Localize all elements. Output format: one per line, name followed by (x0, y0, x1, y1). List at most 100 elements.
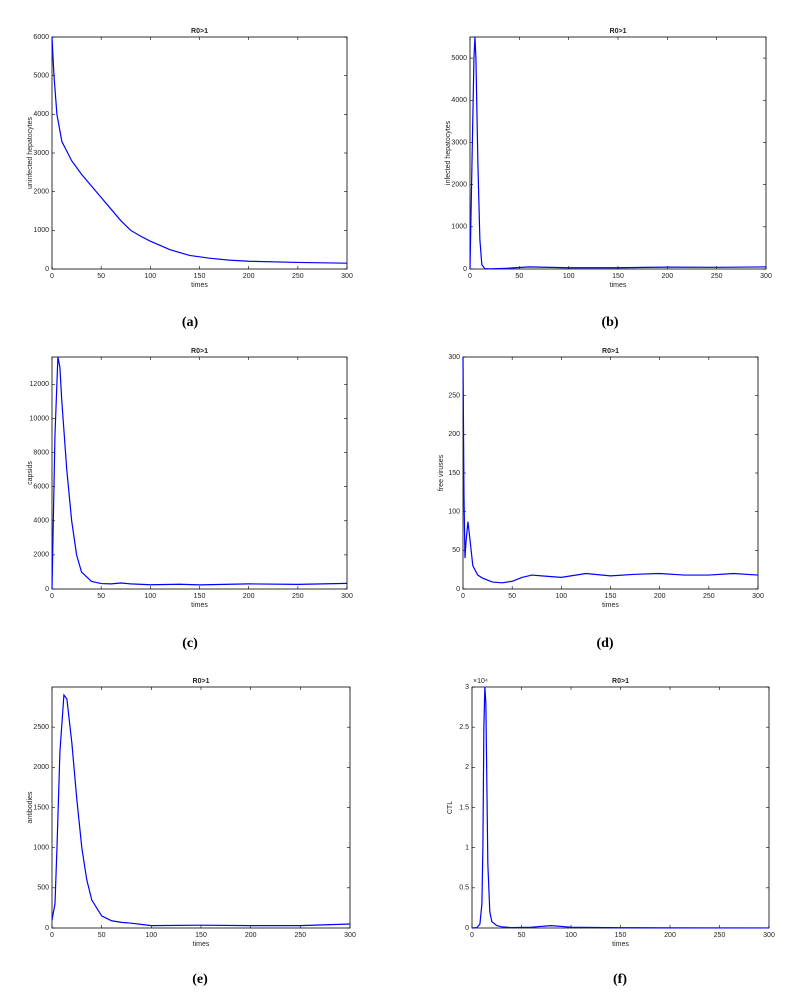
y-tick-label: 12000 (30, 381, 50, 388)
x-tick-label: 150 (612, 273, 624, 280)
x-tick-label: 250 (703, 593, 715, 600)
y-tick-label: 150 (448, 470, 460, 477)
plot-area (469, 36, 767, 270)
y-tick-label: 2 (465, 764, 469, 771)
x-tick-label: 200 (245, 932, 257, 939)
data-line (471, 686, 770, 929)
y-axis-label: antibodies (27, 791, 34, 823)
y-tick-label: 300 (448, 354, 460, 361)
x-tick-label: 50 (98, 932, 106, 939)
chart-title: R0>1 (610, 28, 627, 35)
x-tick-label: 150 (194, 593, 206, 600)
x-tick-label: 200 (654, 593, 666, 600)
y-tick-label: 0 (45, 586, 49, 593)
y-tick-label: 10000 (30, 415, 50, 422)
y-tick-label: 6000 (33, 483, 49, 490)
data-line (462, 356, 759, 584)
y-axis-label: capsids (27, 461, 34, 485)
y-tick-label: 4000 (33, 111, 49, 118)
y-tick-label: 5000 (33, 73, 49, 80)
x-tick-label: 50 (515, 273, 523, 280)
y-tick-label: 1.5 (459, 804, 469, 811)
x-tick-label: 250 (714, 932, 726, 939)
y-tick-label: 3 (465, 684, 469, 691)
y-axis-label: CTL (447, 801, 454, 814)
plot-area (471, 686, 770, 929)
y-tick-label: 2.5 (459, 724, 469, 731)
y-tick-label: 0 (463, 266, 467, 273)
x-tick-label: 0 (50, 273, 54, 280)
x-axis-label: times (602, 602, 619, 609)
x-tick-label: 250 (292, 593, 304, 600)
y-tick-label: 0.5 (459, 885, 469, 892)
x-tick-label: 300 (763, 932, 775, 939)
data-line (51, 356, 348, 590)
y-tick-label: 1 (465, 845, 469, 852)
y-tick-label: 0 (45, 925, 49, 932)
y-tick-label: 2000 (33, 189, 49, 196)
x-tick-label: 100 (144, 273, 156, 280)
y-tick-label: 1500 (33, 804, 49, 811)
data-line (51, 36, 348, 264)
x-tick-label: 250 (294, 932, 306, 939)
y-tick-label: 4000 (451, 97, 467, 104)
data-line (51, 693, 351, 927)
y-tick-label: 0 (45, 266, 49, 273)
x-axis-label: times (191, 602, 208, 609)
y-tick-label: 3000 (33, 150, 49, 157)
y-tick-label: 2000 (33, 552, 49, 559)
x-tick-label: 50 (518, 932, 526, 939)
x-tick-label: 100 (563, 273, 575, 280)
y-tick-label: 500 (37, 885, 49, 892)
panel-caption: (a) (182, 315, 199, 330)
x-tick-label: 0 (468, 273, 472, 280)
y-tick-label: 6000 (33, 34, 49, 41)
x-tick-label: 200 (243, 273, 255, 280)
y-tick-label: 8000 (33, 449, 49, 456)
x-tick-label: 100 (565, 932, 577, 939)
chart-title: R0>1 (191, 28, 208, 35)
x-tick-label: 0 (50, 932, 54, 939)
y-tick-label: 2000 (451, 181, 467, 188)
data-line (469, 36, 767, 270)
plot-area (51, 36, 348, 270)
y-tick-label: 50 (452, 547, 460, 554)
y-tick-label: 1000 (33, 227, 49, 234)
x-tick-label: 300 (341, 593, 353, 600)
x-tick-label: 150 (194, 273, 206, 280)
x-tick-label: 100 (144, 593, 156, 600)
y-axis-label: free viruses (438, 454, 445, 491)
x-tick-label: 50 (508, 593, 516, 600)
panel-caption: (d) (596, 636, 613, 651)
y-axis-label: uninfected hepatocytes (27, 117, 34, 189)
panel-caption: (b) (601, 315, 618, 330)
x-tick-label: 300 (341, 273, 353, 280)
y-tick-label: 200 (448, 431, 460, 438)
plot-area (462, 356, 759, 590)
x-tick-label: 0 (50, 593, 54, 600)
x-tick-label: 300 (344, 932, 356, 939)
x-tick-label: 0 (461, 593, 465, 600)
panel-caption: (f) (613, 972, 627, 987)
y-tick-label: 250 (448, 393, 460, 400)
x-tick-label: 200 (664, 932, 676, 939)
y-axis-label: infected hepatocytes (445, 120, 452, 185)
y-tick-label: 5000 (451, 55, 467, 62)
chart-title: R0>1 (612, 678, 629, 685)
y-tick-label: 4000 (33, 518, 49, 525)
panel-caption: (c) (182, 636, 198, 651)
x-tick-label: 100 (145, 932, 157, 939)
x-tick-label: 250 (711, 273, 723, 280)
y-tick-label: 0 (465, 925, 469, 932)
x-tick-label: 100 (555, 593, 567, 600)
x-axis-label: times (612, 941, 629, 948)
x-tick-label: 150 (605, 593, 617, 600)
x-tick-label: 300 (760, 273, 772, 280)
x-tick-label: 200 (661, 273, 673, 280)
chart-title: R0>1 (602, 348, 619, 355)
y-tick-label: 2000 (33, 764, 49, 771)
x-tick-label: 50 (97, 273, 105, 280)
y-tick-label: 100 (448, 509, 460, 516)
y-exponent-label: ×10⁴ (473, 678, 488, 685)
